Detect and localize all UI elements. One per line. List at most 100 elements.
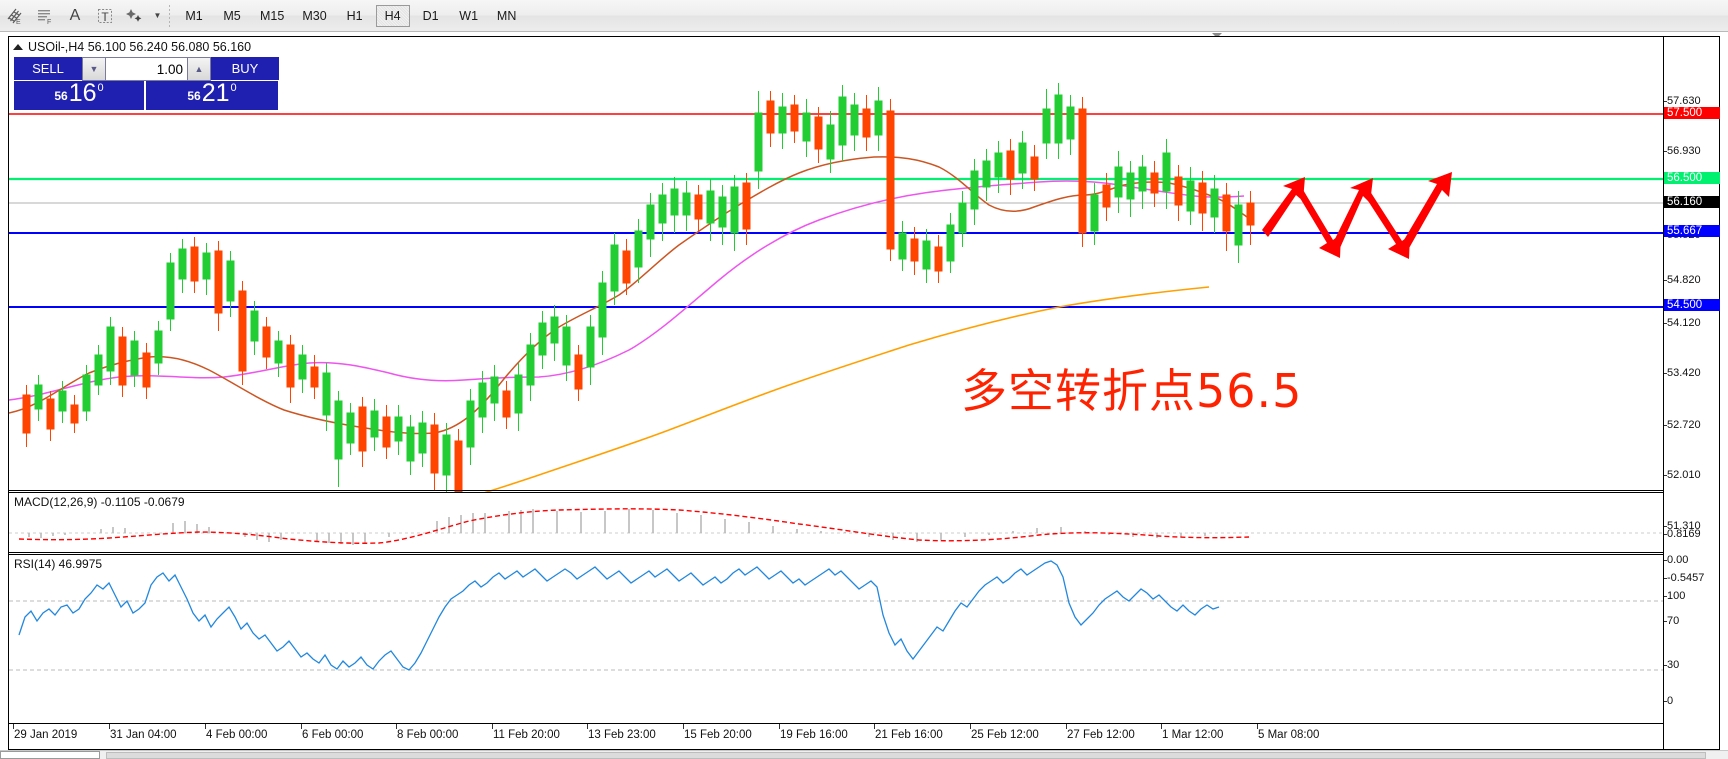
timeframe-m5[interactable]: M5 xyxy=(223,8,241,23)
time-tick xyxy=(396,724,397,729)
ma-slow-line xyxy=(484,286,1210,492)
volume-decrement-button[interactable]: ▼ xyxy=(82,57,106,81)
time-label: 1 Mar 12:00 xyxy=(1162,729,1224,741)
timeframe-m30[interactable]: M30 xyxy=(302,8,327,23)
chart-area[interactable]: USOil-,H4 56.100 56.240 56.080 56.160 xyxy=(8,36,1720,750)
time-label: 4 Feb 00:00 xyxy=(206,729,268,741)
time-label: 27 Feb 12:00 xyxy=(1067,729,1135,741)
sell-price-display[interactable]: 56 16 0 xyxy=(14,81,146,110)
one-click-trading-panel[interactable]: SELL ▼ 1.00 ▲ BUY 56 16 0 56 21 0 xyxy=(14,57,279,110)
pane-separator-macd xyxy=(9,490,1719,491)
chinese-annotation: 多空转折点56.5 xyxy=(961,364,1303,418)
time-tick xyxy=(683,724,684,729)
buy-price-display[interactable]: 56 21 0 xyxy=(146,81,278,110)
sell-price-prefix: 56 xyxy=(54,89,68,103)
rsi-pane[interactable]: RSI(14) 46.9975 xyxy=(9,554,1664,724)
text-object-icon[interactable]: T xyxy=(90,2,120,30)
timeframe-d1[interactable]: D1 xyxy=(422,8,439,23)
time-label: 13 Feb 23:00 xyxy=(588,729,656,741)
svg-text:T: T xyxy=(101,10,109,24)
price-pane[interactable]: 多空转折点56.5 xyxy=(9,55,1664,492)
timeframe-m1[interactable]: M1 xyxy=(185,8,203,23)
sell-price-big: 16 xyxy=(68,79,97,107)
buy-price-sup: 0 xyxy=(230,82,237,94)
time-tick xyxy=(109,724,110,729)
time-tick xyxy=(874,724,875,729)
macd-histogram xyxy=(28,509,1206,545)
sell-button[interactable]: SELL xyxy=(14,57,82,81)
time-label: 15 Feb 20:00 xyxy=(684,729,752,741)
rsi-scale-value: 30 xyxy=(1663,659,1680,671)
pane-separator-rsi xyxy=(9,552,1719,553)
timeframe-w1[interactable]: W1 xyxy=(459,8,479,23)
macd-scale-value: 0.00 xyxy=(1663,554,1689,566)
time-label: 8 Feb 00:00 xyxy=(397,729,459,741)
indicators-f-icon[interactable]: F xyxy=(30,2,60,30)
time-tick xyxy=(1066,724,1067,729)
forecast-arrow-down-2 xyxy=(1361,185,1410,259)
forecast-arrows xyxy=(1262,172,1452,259)
macd-scale-value: -0.5457 xyxy=(1663,572,1705,584)
time-axis[interactable]: 29 Jan 2019 31 Jan 04:00 4 Feb 00:00 6 F… xyxy=(9,723,1663,749)
macd-scale-value: 0.8169 xyxy=(1664,528,1701,540)
time-tick xyxy=(492,724,493,729)
time-label: 25 Feb 12:00 xyxy=(971,729,1039,741)
scrollbar-left-box[interactable] xyxy=(0,751,100,759)
timeframe-h4[interactable]: H4 xyxy=(375,4,410,27)
objects-icon[interactable] xyxy=(120,2,150,30)
time-tick xyxy=(1257,724,1258,729)
scrollbar-thumb[interactable] xyxy=(106,752,1706,759)
price-tick: 51.310 xyxy=(1664,520,1701,532)
timeframe-mn[interactable]: MN xyxy=(496,8,517,23)
text-label-icon[interactable]: A xyxy=(69,6,81,24)
timeframe-m15[interactable]: M15 xyxy=(260,8,285,23)
candlestick-series xyxy=(22,83,1255,492)
rsi-scale-value: 0 xyxy=(1663,695,1674,707)
svg-text:E: E xyxy=(16,19,21,26)
price-tick: 52.720 xyxy=(1664,419,1701,431)
time-label: 19 Feb 16:00 xyxy=(780,729,848,741)
timeframe-h1[interactable]: H1 xyxy=(346,8,363,23)
current-price-label: 56.160 xyxy=(1664,196,1720,208)
symbol-ohlc-text: USOil-,H4 56.100 56.240 56.080 56.160 xyxy=(28,40,252,54)
support2-line-label: 54.500 xyxy=(1664,299,1720,311)
toolbar-separator xyxy=(169,4,170,27)
price-tick: 54.820 xyxy=(1664,274,1701,286)
buy-price-big: 21 xyxy=(201,79,230,107)
expert-advisors-icon[interactable]: E xyxy=(0,2,30,30)
buy-button[interactable]: BUY xyxy=(211,57,279,81)
time-label: 21 Feb 16:00 xyxy=(875,729,943,741)
time-tick xyxy=(779,724,780,729)
resistance-line-label: 57.500 xyxy=(1664,107,1720,119)
pivot-line-label: 56.500 xyxy=(1664,172,1720,184)
rsi-label: RSI(14) 46.9975 xyxy=(14,557,103,571)
chart-collapse-icon[interactable] xyxy=(13,44,23,50)
macd-pane[interactable]: MACD(12,26,9) -0.1105 -0.0679 xyxy=(9,492,1664,554)
forecast-arrow-up-2 xyxy=(1333,178,1373,248)
price-tick: 53.420 xyxy=(1664,367,1701,379)
buy-price-prefix: 56 xyxy=(187,89,201,103)
bottom-scrollbar[interactable] xyxy=(0,750,1728,759)
rsi-scale-value: 70 xyxy=(1663,615,1680,627)
time-label: 31 Jan 04:00 xyxy=(110,729,177,741)
time-label: 6 Feb 00:00 xyxy=(302,729,364,741)
time-tick xyxy=(301,724,302,729)
time-label: 11 Feb 20:00 xyxy=(493,729,560,741)
price-scale[interactable]: 57.630 56.930 56.230 55.520 54.820 54.12… xyxy=(1663,37,1720,749)
time-label: 5 Mar 08:00 xyxy=(1258,729,1320,741)
volume-increment-button[interactable]: ▲ xyxy=(187,57,211,81)
time-tick xyxy=(13,724,14,729)
trade-panel-top-row: SELL ▼ 1.00 ▲ BUY xyxy=(14,57,279,81)
volume-input[interactable]: 1.00 xyxy=(106,57,187,81)
objects-dropdown-caret[interactable]: ▼ xyxy=(153,11,162,20)
forecast-arrow-up-1 xyxy=(1262,177,1305,237)
main-toolbar: E F A T xyxy=(0,0,1728,32)
price-tick: 56.930 xyxy=(1664,145,1701,157)
macd-signal-line xyxy=(18,508,1250,544)
support1-line-label: 55.667 xyxy=(1664,225,1720,237)
chart-scroll-marker xyxy=(1212,33,1222,38)
rsi-scale-value: 100 xyxy=(1663,590,1686,602)
sell-price-sup: 0 xyxy=(97,82,104,94)
rsi-svg xyxy=(9,560,1664,671)
